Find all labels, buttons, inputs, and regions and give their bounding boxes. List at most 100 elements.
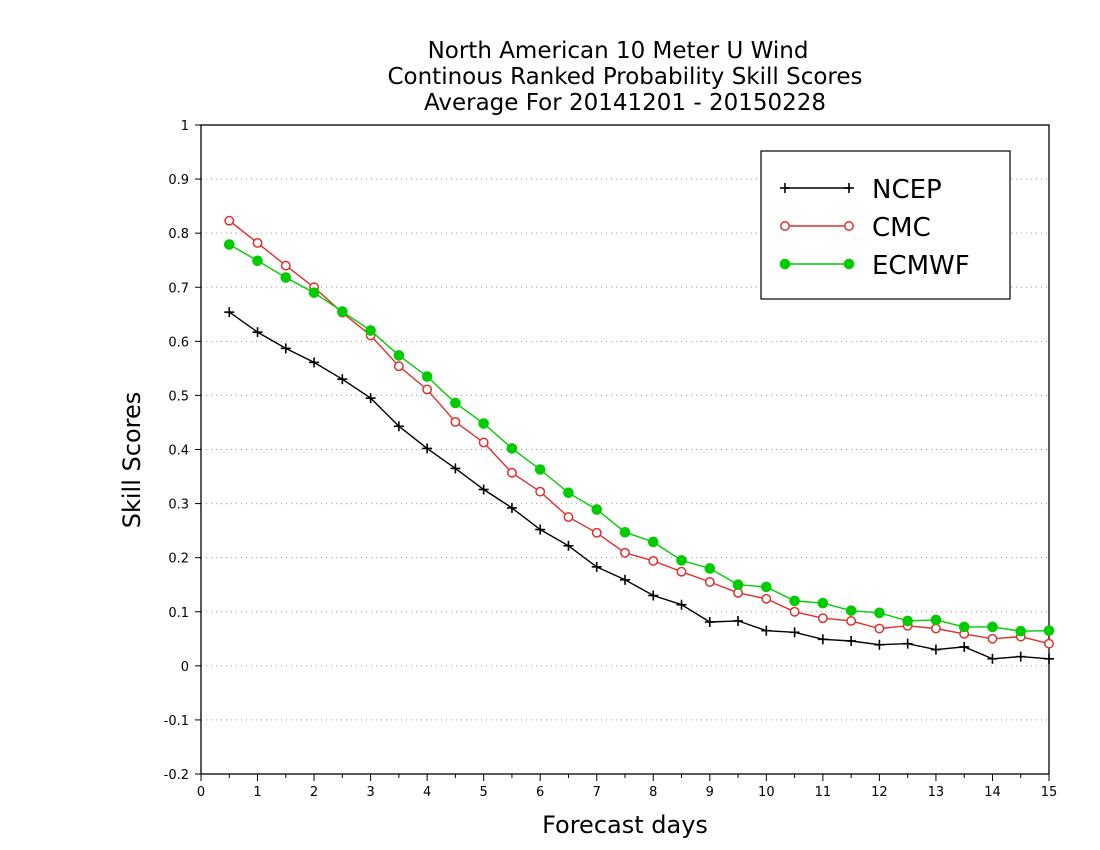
data-point-ecmwf [874, 607, 885, 619]
data-point-ncep [761, 625, 772, 636]
legend-entry-ncep: NCEP [780, 175, 942, 205]
data-point-ecmwf [987, 621, 998, 633]
data-point-cmc [704, 577, 715, 587]
data-point-ecmwf [308, 287, 320, 298]
y-tick-label: 0.6 [168, 335, 189, 350]
data-point-ncep [1015, 651, 1026, 662]
data-point-cmc [987, 633, 998, 644]
data-point-ncep [450, 463, 461, 474]
data-point-ecmwf [591, 504, 603, 515]
data-point-ecmwf [732, 579, 744, 591]
data-point-ncep [535, 524, 546, 535]
x-tick-label: 13 [928, 785, 945, 800]
data-point-cmc [224, 215, 235, 226]
data-point-ncep [817, 634, 828, 645]
data-point-ecmwf [902, 615, 913, 627]
data-point-ecmwf [337, 306, 348, 317]
y-tick-label: 0.2 [168, 552, 189, 567]
x-tick-label: 2 [310, 785, 318, 800]
legend-marker-ncep [844, 183, 854, 193]
data-point-ncep [337, 374, 348, 385]
data-point-ncep [789, 627, 800, 638]
x-tick-label: 7 [593, 785, 601, 800]
data-point-ecmwf [365, 325, 376, 336]
data-point-ncep [309, 357, 320, 368]
x-tick-label: 0 [197, 785, 205, 800]
data-point-cmc [930, 623, 941, 634]
data-point-cmc [591, 527, 602, 538]
data-point-cmc [450, 416, 461, 427]
data-point-ecmwf [761, 581, 772, 593]
data-point-ncep [874, 639, 885, 650]
data-point-cmc [1044, 638, 1054, 649]
x-tick-label: 11 [815, 785, 832, 800]
data-point-ecmwf [534, 464, 546, 475]
legend-entry-cmc: CMC [780, 213, 931, 243]
data-point-cmc [874, 623, 885, 634]
data-point-cmc [846, 615, 857, 626]
data-point-ecmwf [393, 350, 405, 361]
data-point-ncep [620, 574, 630, 585]
data-point-ncep [733, 615, 744, 626]
data-point-ncep [506, 502, 517, 513]
legend-label-cmc: CMC [872, 213, 931, 243]
legend-marker-ecmwf [779, 258, 791, 270]
data-point-cmc [761, 593, 772, 604]
data-point-cmc [563, 512, 574, 523]
data-series [223, 215, 1055, 664]
data-point-ncep [1044, 653, 1054, 664]
y-tick-label: -0.1 [164, 714, 189, 729]
axes: -0.2-0.100.10.20.30.40.50.60.70.80.910 1 2… [164, 119, 1058, 800]
data-point-ncep [987, 653, 998, 664]
legend-marker-cmc [844, 221, 854, 231]
y-tick-label: 0 [181, 660, 189, 675]
data-point-ncep [930, 644, 941, 655]
data-point-ncep [252, 327, 263, 338]
data-point-ncep [902, 638, 913, 649]
legend-marker-ecmwf [843, 258, 855, 270]
series-ecmwf [223, 239, 1055, 637]
y-tick-label: -0.2 [164, 768, 189, 783]
y-tick-label: 1 [181, 119, 189, 134]
x-tick-label: 6 [536, 785, 544, 800]
x-tick-label: 14 [984, 785, 1001, 800]
data-point-ncep [959, 641, 970, 652]
data-point-cmc [817, 613, 828, 624]
data-point-ecmwf [252, 255, 263, 267]
data-point-ncep [591, 561, 602, 572]
data-point-ecmwf [478, 418, 489, 429]
data-point-ecmwf [1043, 625, 1055, 636]
data-point-ncep [280, 343, 291, 354]
data-point-ecmwf [619, 526, 631, 538]
data-point-ncep [393, 421, 404, 432]
data-point-cmc [422, 384, 433, 395]
legend: NCEP CMC ECMWF [760, 150, 1011, 300]
data-point-cmc [535, 486, 546, 497]
data-point-ncep [648, 590, 659, 601]
x-tick-label: 1 [253, 785, 261, 800]
data-point-ecmwf [817, 597, 829, 609]
x-tick-label: 4 [423, 785, 431, 800]
series-line-ecmwf [228, 243, 1050, 632]
legend-label-ncep: NCEP [872, 175, 942, 205]
legend-label-ecmwf: ECMWF [872, 251, 970, 281]
data-point-cmc [393, 361, 404, 372]
data-point-ncep [422, 443, 433, 454]
data-point-ncep [846, 635, 857, 646]
legend-entry-ecmwf: ECMWF [779, 251, 970, 281]
data-point-cmc [478, 437, 489, 448]
series-ncep [224, 307, 1054, 664]
y-axis-title: Skill Scores [118, 392, 146, 529]
data-point-cmc [676, 566, 687, 577]
data-point-ecmwf [421, 371, 433, 382]
data-point-ecmwf [450, 397, 461, 409]
x-tick-label: 12 [871, 785, 888, 800]
data-point-ncep [676, 599, 687, 610]
data-point-ncep [365, 393, 376, 404]
data-point-ecmwf [280, 272, 292, 283]
data-point-cmc [280, 260, 291, 271]
legend-box [760, 150, 1011, 300]
y-tick-label: 0.3 [168, 498, 189, 513]
chart-title-line-3: Average For 20141201 - 20150228 [424, 90, 826, 116]
